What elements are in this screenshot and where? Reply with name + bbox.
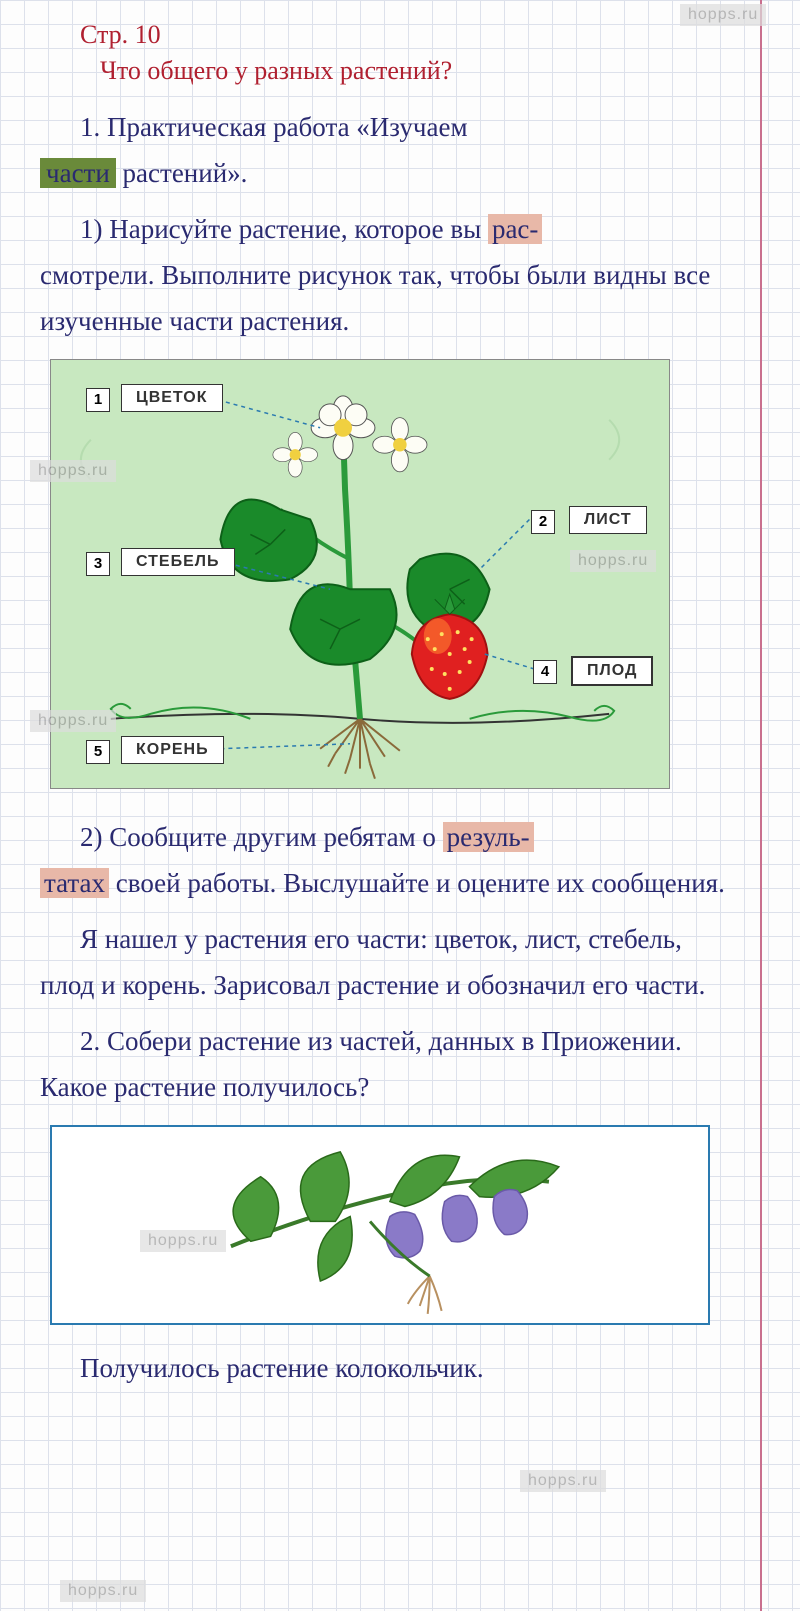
page-title: Что общего у разных растений?: [40, 56, 740, 86]
text: смотрели. Выполните рисунок так, чтобы б…: [40, 260, 710, 336]
paragraph-2: 1) Нарисуйте растение, которое вы рас- с…: [40, 206, 740, 344]
plant-diagram-strawberry: 1 ЦВЕТОК 2 ЛИСТ 3 СТЕБЕЛЬ 4 ПЛОД 5 КОРЕН…: [50, 359, 670, 789]
label-stem: СТЕБЕЛЬ: [121, 548, 235, 576]
paragraph-3: 2) Сообщите другим ребятам о резуль- тат…: [40, 814, 740, 906]
label-num-3: 3: [86, 552, 110, 576]
watermark: hopps.ru: [680, 4, 766, 26]
paragraph-5: 2. Собери растение из частей, данных в П…: [40, 1018, 740, 1110]
label-flower: ЦВЕТОК: [121, 384, 223, 412]
plant-diagram-bellflower: [50, 1125, 710, 1325]
watermark: hopps.ru: [30, 710, 116, 732]
label-num-2: 2: [531, 510, 555, 534]
text: 1) Нарисуйте растение, которое вы: [80, 214, 488, 244]
watermark: hopps.ru: [520, 1470, 606, 1492]
paragraph-6: Получилось растение колокольчик.: [40, 1345, 740, 1391]
text: своей работы. Выслушайте и оцените их со…: [109, 868, 725, 898]
label-fruit: ПЛОД: [571, 656, 653, 686]
highlight-pink: татах: [40, 868, 109, 898]
text: растений».: [116, 158, 248, 188]
label-num-1: 1: [86, 388, 110, 412]
highlight-pink: рас-: [488, 214, 542, 244]
watermark: hopps.ru: [60, 1580, 146, 1602]
highlight-green: части: [40, 158, 116, 188]
paragraph-4: Я нашел у растения его части: цветок, ли…: [40, 916, 740, 1008]
page-header: Стр. 10: [40, 20, 740, 50]
paragraph-1: 1. Практическая работа «Изучаем части ра…: [40, 104, 740, 196]
watermark: hopps.ru: [140, 1230, 226, 1252]
text: 1. Практическая работа «Изучаем: [80, 112, 468, 142]
watermark: hopps.ru: [30, 460, 116, 482]
highlight-pink: резуль-: [443, 822, 534, 852]
text: 2) Сообщите другим ребятам о: [80, 822, 443, 852]
label-root: КОРЕНЬ: [121, 736, 224, 764]
label-num-5: 5: [86, 740, 110, 764]
watermark: hopps.ru: [570, 550, 656, 572]
label-leaf: ЛИСТ: [569, 506, 647, 534]
bellflower-svg: [52, 1127, 708, 1326]
page-content: Стр. 10 Что общего у разных растений? 1.…: [0, 0, 800, 1421]
label-num-4: 4: [533, 660, 557, 684]
